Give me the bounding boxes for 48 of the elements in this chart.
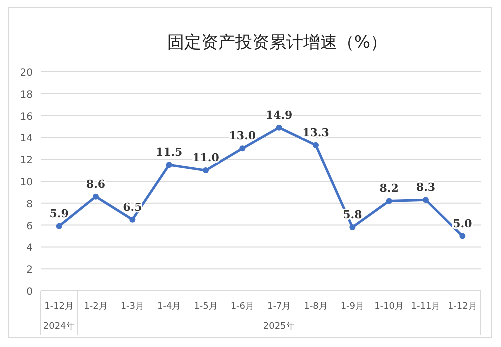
data-label: 8.2 <box>380 182 399 196</box>
point <box>203 168 209 174</box>
point <box>240 146 246 152</box>
y-tick-label: 10 <box>20 178 33 188</box>
point <box>386 198 392 204</box>
x-tick-label: 1-11月 <box>411 302 441 312</box>
x-tick-label: 1-12月 <box>44 302 74 312</box>
y-tick-label: 2 <box>26 265 33 276</box>
point <box>93 194 99 200</box>
y-tick-label: 18 <box>20 90 33 101</box>
x-tick-label: 1-6月 <box>230 302 255 312</box>
y-tick-label: 0 <box>26 287 33 298</box>
y-tick-label: 16 <box>20 112 33 123</box>
point <box>423 197 429 204</box>
x-tick-label: 1-4月 <box>157 302 182 312</box>
y-tick-label: 20 <box>20 68 33 79</box>
data-label: 8.3 <box>416 181 436 194</box>
y-tick-label: 14 <box>20 134 33 145</box>
y-tick-label: 4 <box>26 243 33 254</box>
point <box>313 142 319 148</box>
chart-title: 固定资产投资累计增速（%） <box>167 33 388 53</box>
y-tick-label: 6 <box>26 221 33 232</box>
point <box>56 223 62 230</box>
point <box>350 224 356 230</box>
x-tick-label: 1-2月 <box>84 302 108 312</box>
point <box>166 162 172 168</box>
x-tick-label: 1-12月 <box>448 302 478 312</box>
point <box>460 233 466 240</box>
y-tick-label: 12 <box>20 156 33 167</box>
point <box>130 216 136 223</box>
text: 2024年 <box>43 321 76 332</box>
x-tick-label: 1-9月 <box>340 302 365 312</box>
y-tick-label: 8 <box>26 199 33 210</box>
x-tick-label: 1-10月 <box>374 302 404 312</box>
data-label: 14.9 <box>266 108 293 122</box>
text: 2025年 <box>263 321 296 332</box>
data-label: 5.0 <box>453 217 473 230</box>
data-label: 13.0 <box>229 130 256 143</box>
data-label: 11.0 <box>192 152 220 165</box>
x-tick-label: 1-8月 <box>304 302 328 312</box>
x-tick-label: 1-7月 <box>267 302 292 312</box>
data-label: 5.9 <box>50 207 69 220</box>
point <box>276 124 282 131</box>
x-tick-label: 1-5月 <box>194 302 218 312</box>
data-label: 8.6 <box>86 178 106 191</box>
data-label: 11.5 <box>156 146 183 160</box>
data-label: 13.3 <box>302 126 330 140</box>
x-tick-label: 1-3月 <box>120 302 145 312</box>
